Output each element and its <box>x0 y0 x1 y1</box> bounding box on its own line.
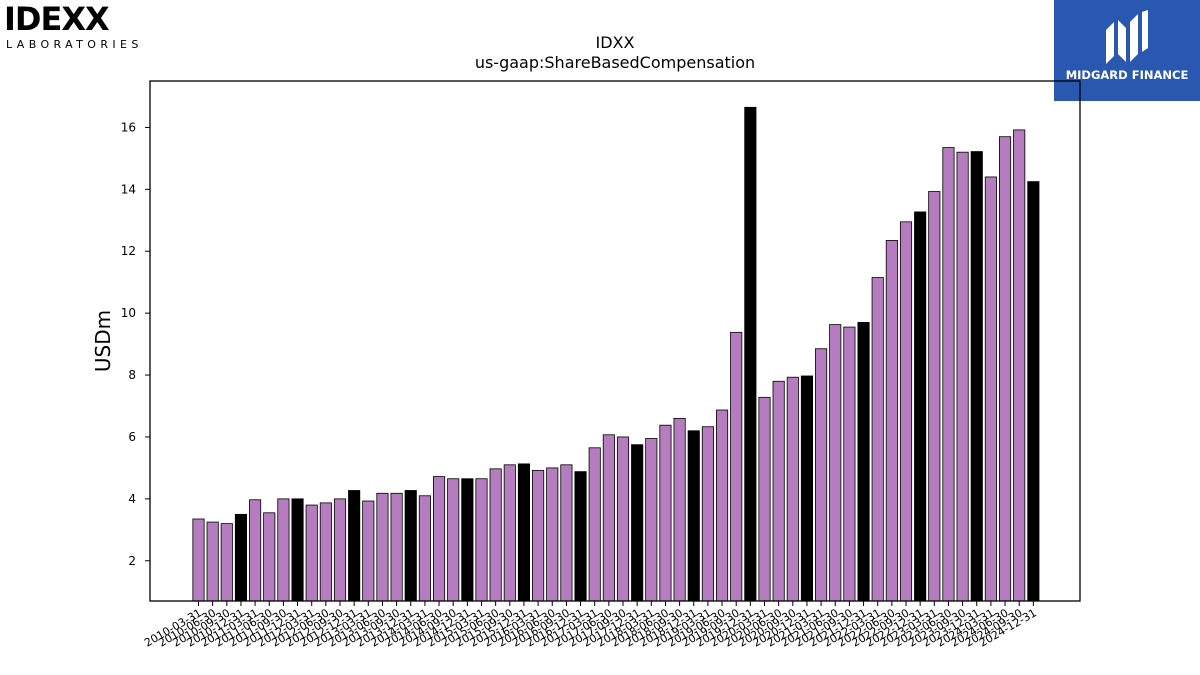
bar <box>885 239 898 602</box>
chart-subtitle: us-gaap:ShareBasedCompensation <box>475 53 755 72</box>
bar <box>984 176 997 602</box>
y-tick-label: 10 <box>121 306 136 320</box>
bar <box>220 523 233 602</box>
x-axis-ticks: 2010-03-312010-06-302010-09-302010-12-31… <box>142 601 1039 650</box>
bar <box>588 447 601 602</box>
chart-title: IDXX <box>596 33 635 52</box>
bar <box>404 490 417 602</box>
bar <box>602 434 615 602</box>
midgard-mark-icon <box>1106 10 1148 64</box>
bar <box>701 426 714 602</box>
bar <box>1027 181 1040 602</box>
bar <box>532 469 545 602</box>
bar <box>291 498 304 602</box>
midgard-finance-logo: MIDGARD FINANCE <box>1054 0 1200 101</box>
bar <box>815 348 828 602</box>
bar <box>546 467 559 602</box>
y-axis-label: USDm <box>91 310 115 372</box>
bar <box>277 498 290 602</box>
midgard-finance-label: MIDGARD FINANCE <box>1065 68 1189 82</box>
plot-frame <box>149 80 1081 602</box>
bar <box>942 147 955 602</box>
y-tick-label: 12 <box>121 244 136 258</box>
bar <box>432 476 446 602</box>
bar <box>1013 129 1026 602</box>
idexx-logo-word: IDEXX <box>4 0 110 38</box>
bar <box>730 331 743 602</box>
bar <box>319 502 332 602</box>
bar <box>263 512 276 602</box>
y-tick-label: 14 <box>121 182 136 196</box>
bars-group <box>192 106 1040 602</box>
y-tick-label: 4 <box>128 492 136 506</box>
bar <box>631 444 644 602</box>
bar <box>928 191 941 602</box>
bar <box>800 375 813 602</box>
bar <box>744 106 757 602</box>
bar <box>447 478 460 602</box>
bar <box>716 409 729 602</box>
idexx-logo: IDEXX LABORATORIES <box>4 0 154 52</box>
bar <box>234 513 248 602</box>
bar <box>560 464 573 602</box>
bar <box>305 504 318 602</box>
bar <box>517 463 530 602</box>
bar <box>206 521 219 602</box>
y-tick-label: 6 <box>128 430 136 444</box>
bar <box>616 436 630 602</box>
bar <box>758 396 771 602</box>
bar <box>673 417 686 602</box>
y-tick-label: 16 <box>121 120 136 134</box>
bar <box>829 324 842 602</box>
bar <box>376 492 389 602</box>
y-axis-ticks: 2 4 6 8 10 12 14 16 <box>121 120 150 568</box>
bar <box>192 518 205 602</box>
bar <box>871 277 884 602</box>
bar <box>999 136 1012 602</box>
idexx-logo-subtitle: LABORATORIES <box>6 38 143 51</box>
bar <box>362 500 375 602</box>
bar <box>418 495 431 602</box>
bar <box>645 438 658 602</box>
bar <box>914 211 927 602</box>
bar <box>503 464 516 602</box>
bar <box>333 498 347 602</box>
bar <box>574 471 587 602</box>
bar <box>772 380 785 602</box>
bar <box>659 424 672 602</box>
bar <box>899 221 913 602</box>
bar <box>348 490 361 602</box>
bar <box>687 430 700 602</box>
bar <box>390 492 403 602</box>
bar <box>461 478 474 602</box>
bar <box>475 478 488 602</box>
bar <box>489 468 502 602</box>
bar <box>857 322 870 602</box>
y-tick-label: 2 <box>128 554 136 568</box>
bar <box>786 376 799 602</box>
bar <box>956 151 969 602</box>
y-tick-label: 8 <box>128 368 136 382</box>
bar <box>843 326 856 602</box>
bar <box>249 499 262 602</box>
bar <box>970 151 983 602</box>
